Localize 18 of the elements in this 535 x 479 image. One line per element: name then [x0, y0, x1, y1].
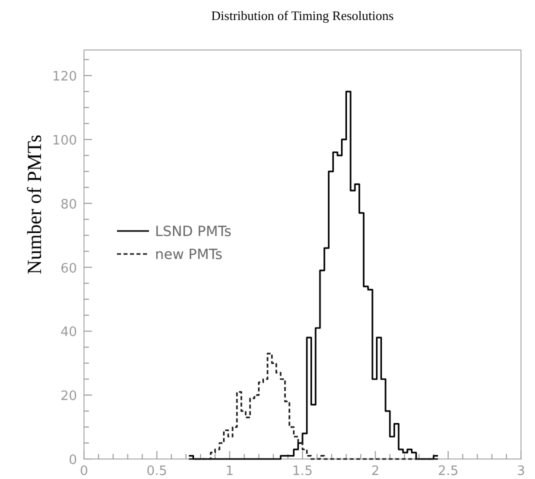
y-tick-label: 100	[52, 133, 77, 148]
y-tick-label: 60	[60, 261, 77, 276]
y-tick-label: 120	[52, 70, 77, 85]
y-tick-label: 80	[60, 197, 77, 212]
x-tick-label: 0.5	[146, 464, 168, 479]
x-tick-label: 1.5	[292, 464, 313, 479]
x-tick-label: 3	[516, 464, 526, 479]
y-tick-label: 0	[68, 453, 77, 468]
x-tick-label: 2.5	[438, 464, 459, 479]
legend-label: new PMTs	[155, 247, 222, 263]
x-tick-label: 1	[226, 464, 234, 479]
x-tick-label: 2	[371, 464, 380, 479]
y-tick-label: 20	[60, 389, 77, 404]
legend-label: LSND PMTs	[155, 224, 232, 240]
x-tick-label: 0	[80, 464, 88, 479]
chart-title: Distribution of Timing Resolutions	[211, 8, 394, 23]
y-axis-title: Number of PMTs	[24, 134, 46, 274]
y-tick-label: 40	[60, 325, 77, 340]
